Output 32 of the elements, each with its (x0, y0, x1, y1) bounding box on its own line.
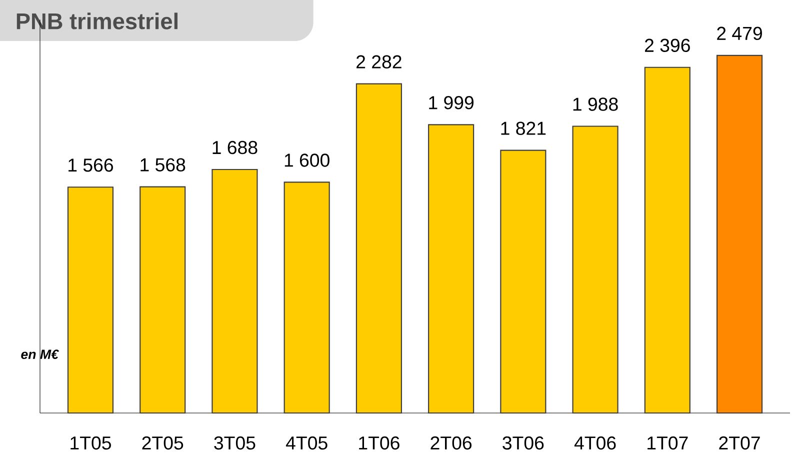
data-label: 1 999 (429, 96, 474, 110)
bar (644, 66, 690, 414)
bar (572, 126, 618, 414)
chart-title: PNB trimestriel (16, 12, 178, 30)
data-label: 2 479 (717, 26, 762, 40)
x-tick-label: 2T07 (719, 436, 760, 450)
data-label: 1 566 (68, 158, 113, 172)
bar (716, 54, 763, 414)
x-tick-label: 4T06 (574, 436, 616, 450)
data-label: 1 600 (284, 154, 330, 167)
bar (212, 168, 258, 414)
x-tick-label: 4T05 (286, 436, 328, 450)
x-tick-label: 2T06 (430, 436, 472, 450)
data-label: 2 396 (644, 38, 690, 52)
x-tick-label: 1T06 (359, 436, 400, 450)
data-label: 1 688 (212, 140, 258, 154)
x-tick-label: 3T06 (502, 436, 544, 450)
x-tick-label: 1T05 (70, 436, 111, 450)
bar (67, 186, 114, 414)
data-label: 1 568 (140, 158, 186, 172)
x-tick-label: 1T07 (648, 436, 688, 450)
bar (428, 124, 474, 414)
data-label: 1 821 (501, 122, 546, 135)
bar (356, 83, 402, 414)
annotation: en M€ (21, 350, 59, 360)
bar (500, 150, 546, 414)
bar (140, 186, 186, 414)
data-label: 1 988 (573, 98, 618, 111)
x-tick-label: 2T05 (142, 436, 184, 450)
data-label: 2 282 (356, 55, 402, 68)
bar (284, 182, 330, 414)
x-tick-label: 3T05 (214, 436, 256, 450)
